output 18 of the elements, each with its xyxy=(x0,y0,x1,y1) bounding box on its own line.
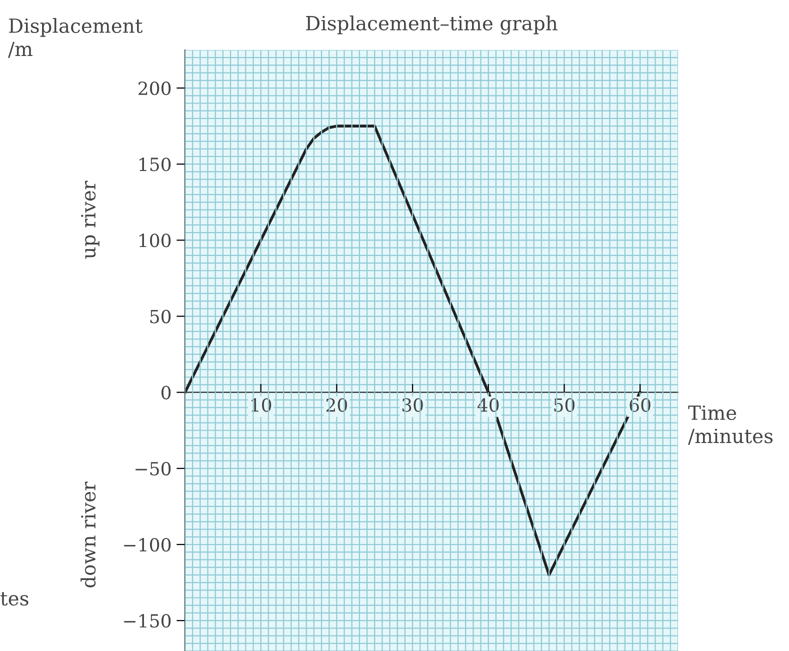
x-tick-label: 50 xyxy=(554,398,575,412)
y-tick-label: −150 xyxy=(124,614,171,628)
text: up river xyxy=(81,180,100,259)
text: tes xyxy=(0,592,28,606)
text: down river xyxy=(80,482,96,588)
x-tick-label: 30 xyxy=(402,398,423,412)
y-tick-label: 200 xyxy=(138,81,171,96)
y-tick-label: 100 xyxy=(140,234,171,248)
x-tick-label: 20 xyxy=(326,398,347,412)
x-axis-title: Time /minutes xyxy=(688,405,773,445)
x-tick-label: 10 xyxy=(252,398,272,412)
y-tick-label: −100 xyxy=(124,538,171,552)
y-tick-label: 150 xyxy=(140,158,171,172)
y-tick-label: 50 xyxy=(150,310,171,324)
y-axis-title: Displacement /m xyxy=(8,18,143,58)
y-tick-label: −50 xyxy=(136,462,171,476)
chart-title: Displacement–time graph xyxy=(306,15,558,35)
y-tick-label: 0 xyxy=(162,386,171,400)
